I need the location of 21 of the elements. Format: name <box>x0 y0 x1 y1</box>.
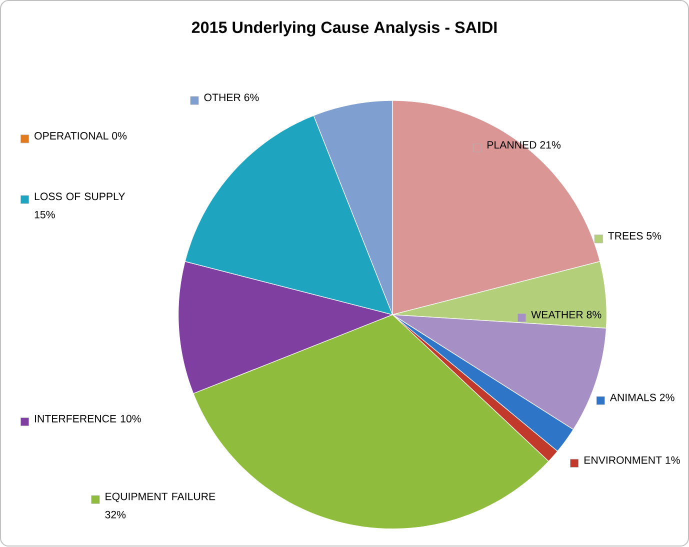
data-label: 2% <box>660 394 674 402</box>
legend-label: ENVIRONMENT <box>584 456 662 464</box>
data-label: 21% <box>540 141 561 149</box>
legend-label: OTHER <box>204 94 240 102</box>
legend-label: TREES <box>608 232 643 240</box>
chart-title: 2015 Underlying Cause Analysis - SAIDI <box>192 21 497 37</box>
legend-label: ANIMALS <box>610 394 656 402</box>
legend-label: WEATHER <box>531 311 583 318</box>
legend-label: LOSS OF SUPPLY <box>34 192 126 200</box>
data-label: 10% <box>120 415 141 423</box>
data-label: 15% <box>34 211 55 219</box>
text: 0% <box>112 132 127 140</box>
legend-label: INTERFERENCE <box>35 415 116 423</box>
data-label: 32% <box>105 511 126 519</box>
data-label: 5% <box>646 232 662 240</box>
data-label: 8% <box>586 311 602 319</box>
legend-label: PLANNED <box>488 141 536 149</box>
legend-label: OPERATIONAL <box>34 132 108 140</box>
legend-label: EQUIPMENT FAILURE <box>106 492 216 502</box>
data-label: 1% <box>666 456 680 464</box>
data-label: 6% <box>244 94 259 102</box>
